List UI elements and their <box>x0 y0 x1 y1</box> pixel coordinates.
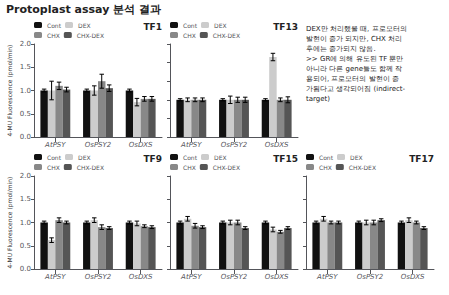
svg-text:OsPSY2: OsPSY2 <box>221 273 248 281</box>
svg-text:Cont: Cont <box>183 154 198 161</box>
svg-text:CHX: CHX <box>47 32 60 39</box>
svg-text:DEX: DEX <box>214 22 227 29</box>
svg-text:OsDXS: OsDXS <box>265 273 289 281</box>
svg-text:용되어, 프로모터의 발현이 증: 용되어, 프로모터의 발현이 증 <box>306 75 399 83</box>
svg-text:2.0: 2.0 <box>20 172 31 180</box>
svg-text:AtPSY: AtPSY <box>44 141 66 149</box>
svg-text:TF13: TF13 <box>273 22 298 32</box>
svg-text:DEX만 처리했을 때, 프로모터의: DEX만 처리했을 때, 프로모터의 <box>306 25 407 33</box>
svg-text:2.0: 2.0 <box>20 40 31 48</box>
svg-text:DEX: DEX <box>214 154 227 161</box>
svg-text:발현이 증가 되지만, CHX 처리: 발현이 증가 되지만, CHX 처리 <box>306 35 402 43</box>
svg-text:OsPSY2: OsPSY2 <box>85 273 112 281</box>
svg-text:Cont: Cont <box>319 154 334 161</box>
svg-text:DEX: DEX <box>78 154 91 161</box>
svg-text:1.0: 1.0 <box>20 219 31 227</box>
svg-text:Cont: Cont <box>47 22 62 29</box>
svg-text:CHX-DEX: CHX-DEX <box>213 32 240 39</box>
svg-text:Cont: Cont <box>183 22 198 29</box>
svg-text:OsDXS: OsDXS <box>129 141 153 149</box>
svg-text:OsDXS: OsDXS <box>265 141 289 149</box>
svg-text:AtPSY: AtPSY <box>180 273 202 281</box>
svg-text:0.0: 0.0 <box>20 133 31 141</box>
svg-text:DEX: DEX <box>350 154 363 161</box>
svg-text:OsPSY2: OsPSY2 <box>221 141 248 149</box>
svg-text:TF1: TF1 <box>143 22 162 32</box>
svg-text:4-MU Fluorescence (pmol/min): 4-MU Fluorescence (pmol/min) <box>6 177 14 269</box>
svg-text:TF9: TF9 <box>143 154 162 164</box>
svg-text:CHX: CHX <box>319 164 332 171</box>
svg-text:1.5: 1.5 <box>20 195 31 203</box>
svg-text:Protoplast assay 분석 결과: Protoplast assay 분석 결과 <box>6 3 161 16</box>
svg-text:후에는 증가되지 않음.: 후에는 증가되지 않음. <box>306 45 376 53</box>
svg-text:DEX: DEX <box>78 22 91 29</box>
svg-text:CHX-DEX: CHX-DEX <box>213 164 240 171</box>
svg-text:CHX-DEX: CHX-DEX <box>349 164 376 171</box>
svg-text:0.0: 0.0 <box>20 265 31 273</box>
svg-text:1.0: 1.0 <box>20 87 31 95</box>
svg-text:AtPSY: AtPSY <box>44 273 66 281</box>
svg-text:OsDXS: OsDXS <box>129 273 153 281</box>
svg-text:OsPSY2: OsPSY2 <box>357 273 384 281</box>
svg-text:Cont: Cont <box>47 154 62 161</box>
svg-text:OsDXS: OsDXS <box>401 273 425 281</box>
svg-text:TF15: TF15 <box>273 154 298 164</box>
svg-text:>> GR에 의해 유도된 TF 뿐만: >> GR에 의해 유도된 TF 뿐만 <box>306 55 403 63</box>
svg-text:CHX-DEX: CHX-DEX <box>77 32 104 39</box>
svg-text:4-MU Fluorescence (pmol/min): 4-MU Fluorescence (pmol/min) <box>6 45 14 137</box>
svg-text:target): target) <box>306 95 330 103</box>
svg-text:AtPSY: AtPSY <box>316 273 338 281</box>
svg-text:아니라 다른 gene들도 함께 작: 아니라 다른 gene들도 함께 작 <box>306 65 402 73</box>
svg-text:CHX: CHX <box>183 164 196 171</box>
svg-text:1.5: 1.5 <box>20 63 31 71</box>
svg-text:0.5: 0.5 <box>20 242 31 250</box>
svg-text:TF17: TF17 <box>409 154 434 164</box>
svg-text:CHX: CHX <box>47 164 60 171</box>
svg-text:OsPSY2: OsPSY2 <box>85 141 112 149</box>
svg-text:CHX-DEX: CHX-DEX <box>77 164 104 171</box>
svg-text:AtPSY: AtPSY <box>180 141 202 149</box>
svg-text:0.5: 0.5 <box>20 110 31 118</box>
svg-text:가됨다고 생각되어짐 (indirect-: 가됨다고 생각되어짐 (indirect- <box>306 85 406 93</box>
svg-text:CHX: CHX <box>183 32 196 39</box>
